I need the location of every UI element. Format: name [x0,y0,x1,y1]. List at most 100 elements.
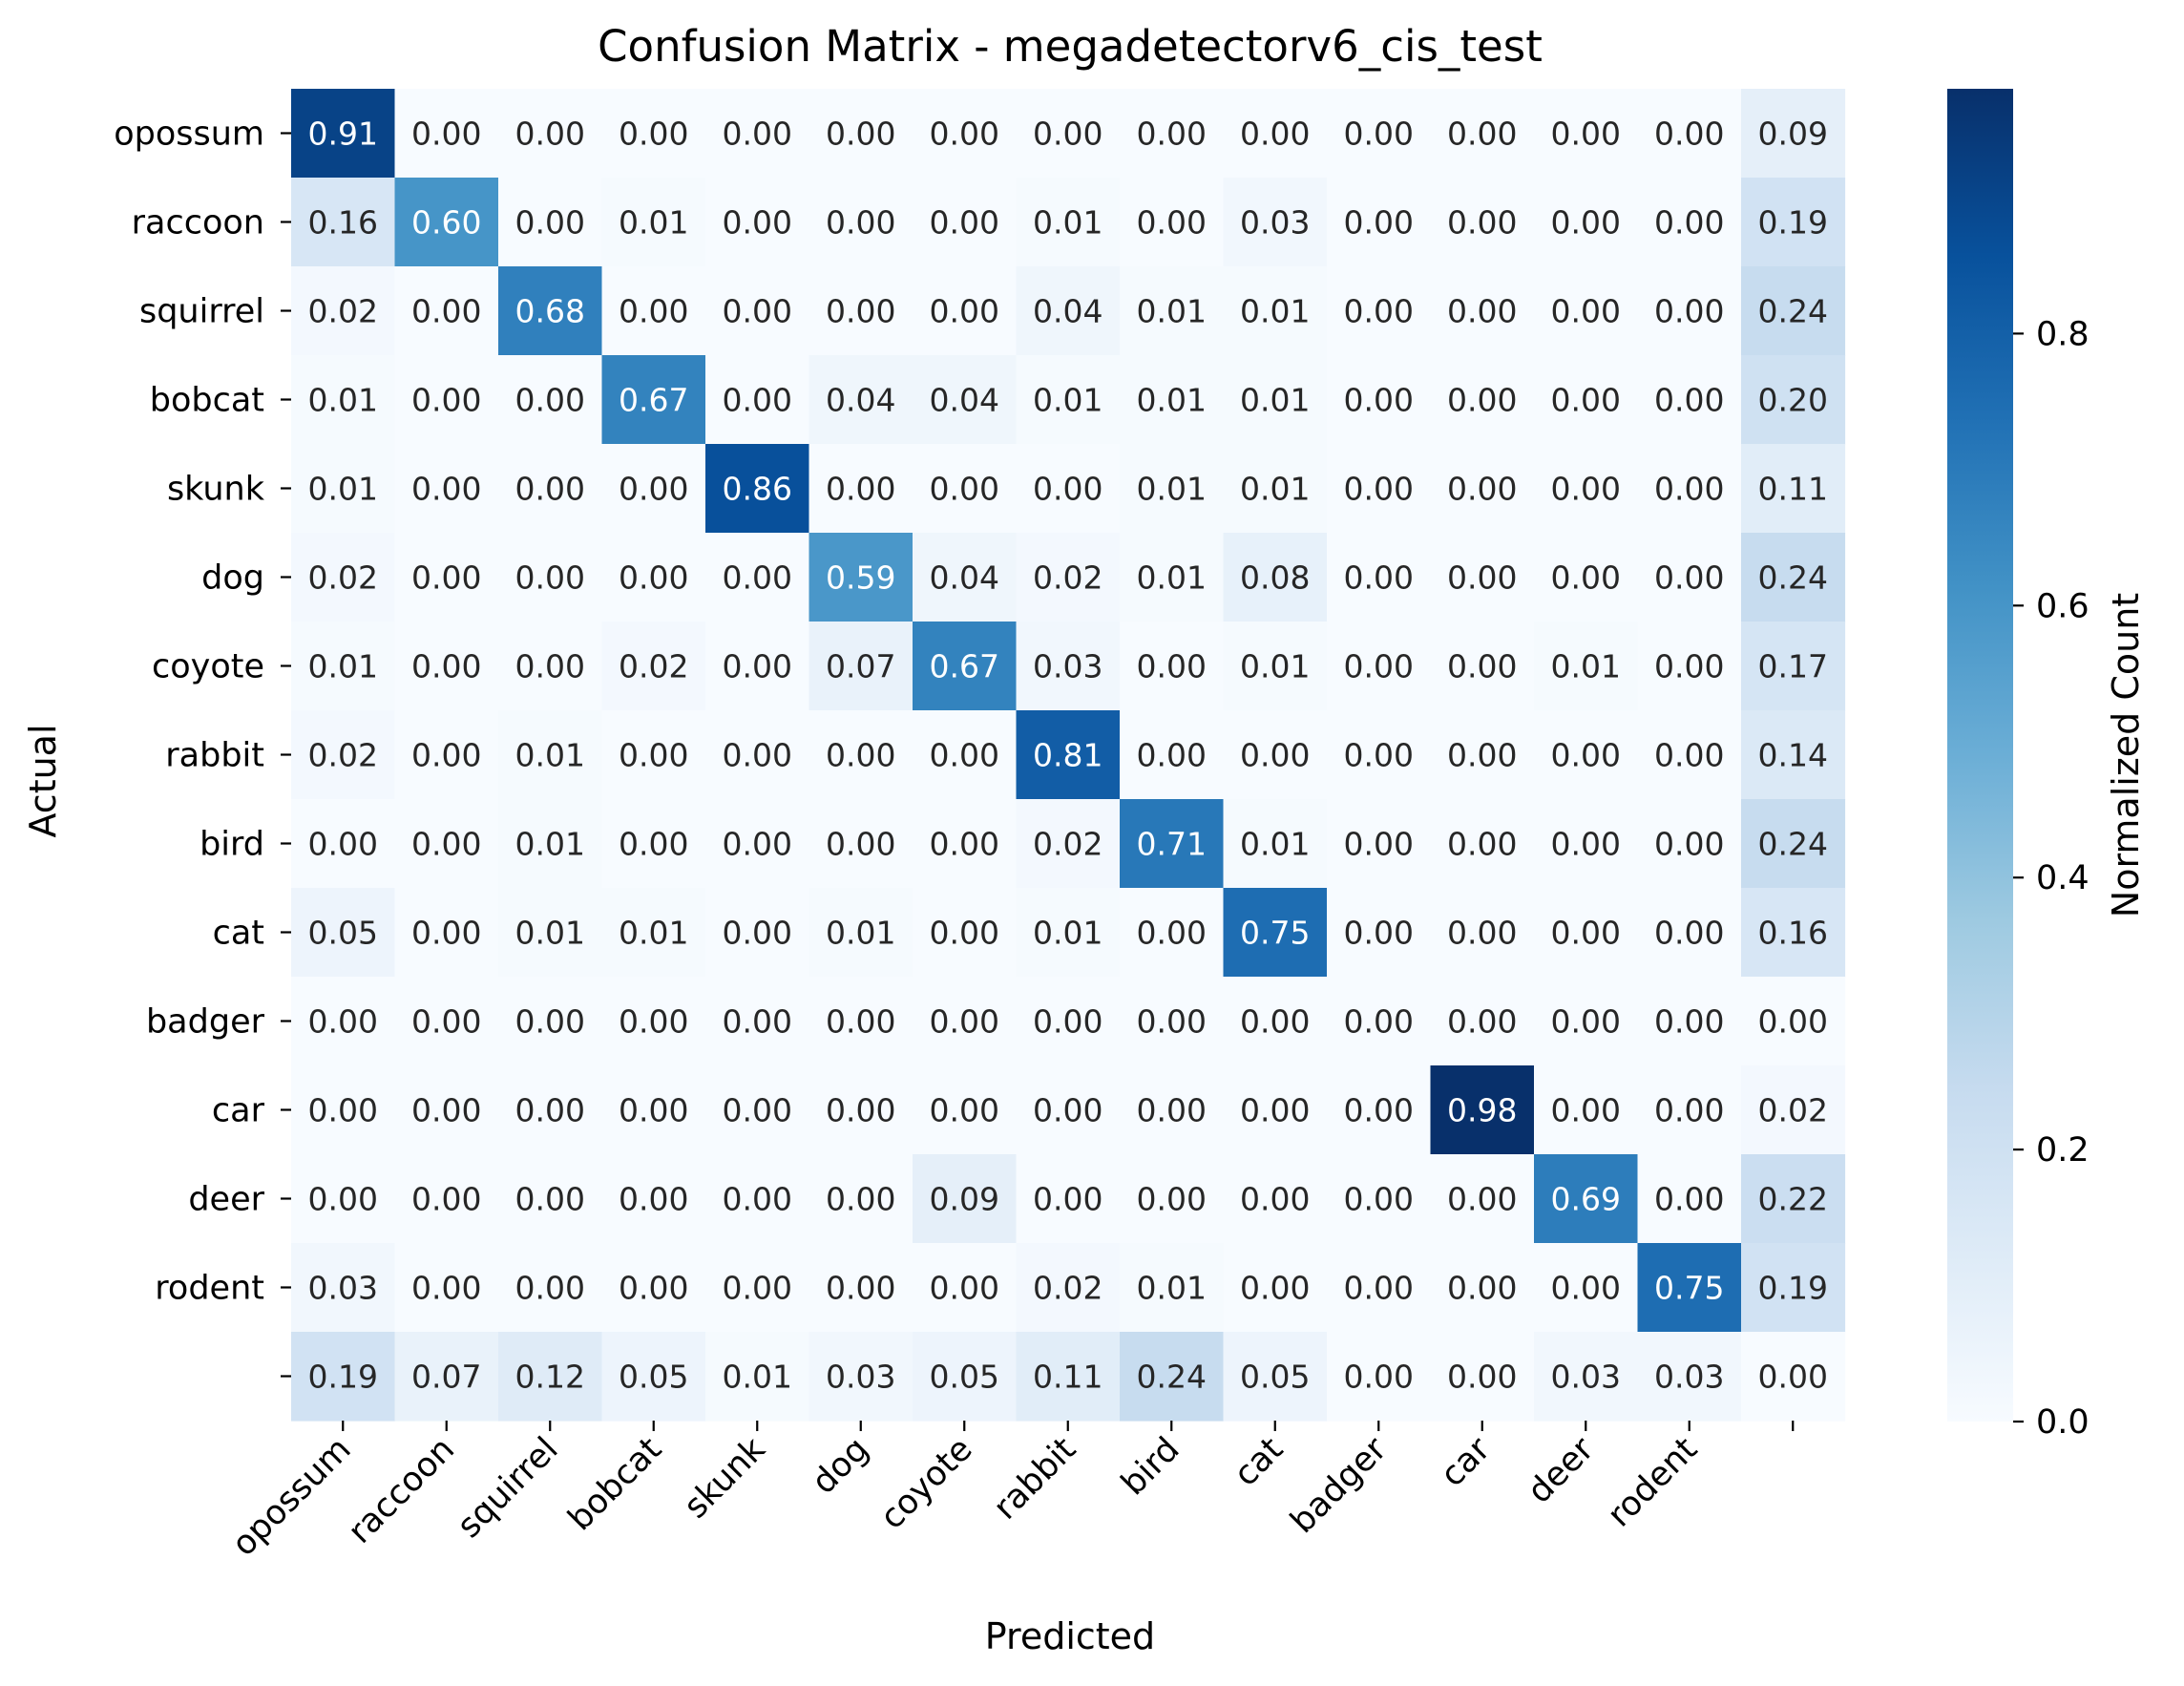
heatmap-cell [1430,178,1535,267]
heatmap-cell [1430,710,1535,800]
cell-value-label: 0.00 [1240,737,1310,774]
cell-value-label: 0.00 [515,204,585,242]
cell-value-label: 0.19 [1758,1270,1828,1307]
cell-value-label: 0.00 [1137,915,1207,952]
colorbar-tick-label: 0.0 [2036,1403,2090,1442]
heatmap-cell [1430,622,1535,711]
row-tick-label: cat [213,915,264,953]
cell-value-label: 0.12 [515,1359,585,1396]
cell-value-label: 0.00 [826,1270,895,1307]
heatmap-cell [1637,1243,1742,1333]
heatmap-cell [1534,89,1639,179]
cell-value-label: 0.00 [930,1003,999,1041]
heatmap-cell [394,444,499,534]
heatmap-cell [1120,1065,1225,1155]
cell-value-label: 0.01 [1240,471,1310,508]
cell-value-label: 0.24 [1758,559,1828,597]
chart-title: Confusion Matrix - megadetectorv6_cis_te… [598,21,1543,72]
heatmap-cell [1327,533,1432,622]
heatmap-cell [1534,178,1639,267]
cell-value-label: 0.00 [1033,471,1102,508]
heatmap-cell [1120,533,1225,622]
row-tick-label: skunk [167,471,265,509]
cell-value-label: 0.00 [308,826,378,863]
cell-value-label: 0.01 [826,915,895,952]
heatmap-cell [394,266,499,356]
heatmap-cell [913,1243,1018,1333]
heatmap-cell [705,178,810,267]
column-tick-label: car [1434,1430,1499,1495]
heatmap-cell [1637,1065,1742,1155]
cell-value-label: 0.00 [930,1270,999,1307]
cell-value-label: 0.00 [723,293,792,330]
heatmap-cell [705,1332,810,1422]
row-tick-labels: opossum raccoon squirrel bobcat skunk dog coyo… [114,116,291,1378]
cell-value-label: 0.00 [515,382,585,419]
cell-value-label: 0.00 [1447,826,1517,863]
cell-value-label: 0.00 [930,116,999,153]
heatmap-cell [1016,710,1121,800]
column-tick-label: rabbit [986,1430,1083,1528]
cell-value-label: 0.00 [515,471,585,508]
cell-value-label: 0.00 [930,204,999,242]
cell-value-label: 0.00 [1137,1003,1207,1041]
heatmap-cell [394,533,499,622]
row-tick-label: squirrel [139,293,264,331]
heatmap-cell [1534,1065,1639,1155]
row-tick-label: bird [200,826,264,864]
heatmap-cell [1016,178,1121,267]
colorbar-gradient [1947,89,2013,1422]
cell-value-label: 0.04 [826,382,895,419]
cell-value-label: 0.00 [411,471,481,508]
cell-value-label: 0.00 [1344,471,1414,508]
cell-value-label: 0.00 [1654,1092,1724,1129]
cell-value-label: 0.22 [1758,1181,1828,1218]
heatmap-cell [394,1154,499,1244]
heatmap-cell [913,178,1018,267]
heatmap-cell [1223,888,1328,978]
cell-value-label: 0.00 [1137,648,1207,685]
cell-value-label: 0.00 [723,559,792,597]
heatmap-cell [1430,1243,1535,1333]
cell-value-label: 0.07 [826,648,895,685]
cell-value-label: 0.00 [723,648,792,685]
heatmap-cell [808,1065,914,1155]
heatmap-cell [394,1243,499,1333]
heatmap-cell [808,977,914,1066]
cell-value-label: 0.00 [411,293,481,330]
cell-value-label: 0.00 [723,1270,792,1307]
heatmap-cell [1430,799,1535,889]
cell-value-label: 0.00 [1654,915,1724,952]
heatmap-cell [498,1332,603,1422]
cell-value-label: 0.01 [515,915,585,952]
heatmap-cell [601,1154,706,1244]
heatmap-cell [498,533,603,622]
heatmap-cell [1637,533,1742,622]
heatmap-cell [498,1243,603,1333]
cell-value-label: 0.00 [1654,204,1724,242]
heatmap-cell [1534,710,1639,800]
cell-value-label: 0.00 [308,1181,378,1218]
heatmap-cell [394,1332,499,1422]
cell-value-label: 0.00 [308,1092,378,1129]
heatmap-cell [498,355,603,445]
heatmap-cell [1223,355,1328,445]
heatmap-cell [1327,799,1432,889]
heatmap-cell [291,1243,396,1333]
heatmap-cell [1327,89,1432,179]
cell-value-label: 0.00 [1551,915,1621,952]
cell-value-label: 0.03 [1240,204,1310,242]
cell-value-label: 0.00 [1551,559,1621,597]
cell-value-label: 0.75 [1654,1270,1724,1307]
heatmap-cell [1016,533,1121,622]
heatmap-cell [1327,1065,1432,1155]
cell-value-label: 0.00 [1240,1003,1310,1041]
heatmap-cell [913,444,1018,534]
cell-value-label: 0.11 [1758,471,1828,508]
cell-value-label: 0.00 [1344,293,1414,330]
heatmap-cell [291,710,396,800]
cell-value-label: 0.00 [1447,1003,1517,1041]
heatmap-cell [1637,888,1742,978]
heatmap-cell [291,977,396,1066]
